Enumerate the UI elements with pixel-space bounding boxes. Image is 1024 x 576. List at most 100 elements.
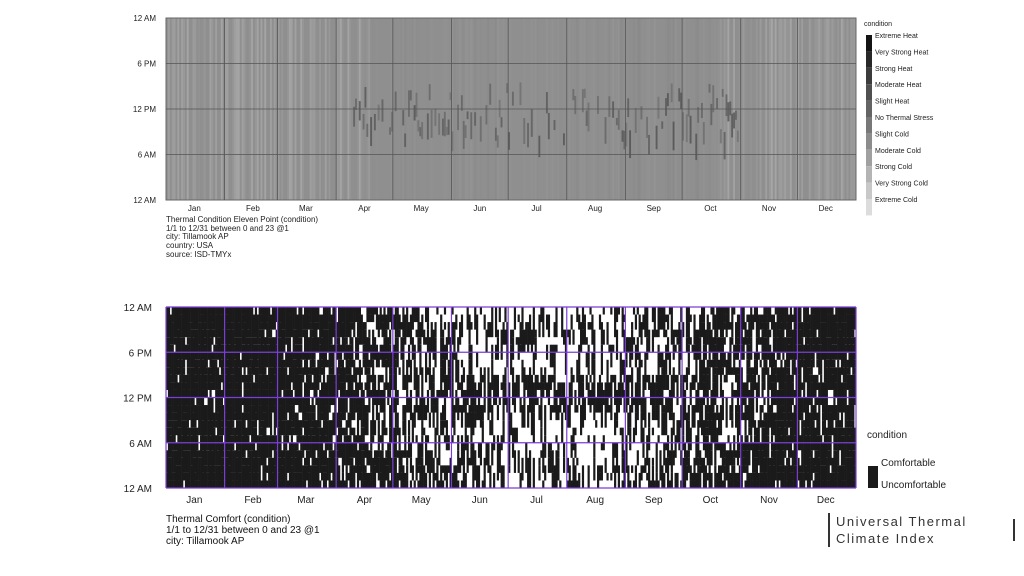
chart2-cell [307, 412, 310, 436]
chart2-cell [222, 344, 225, 368]
chart2-cell [262, 465, 265, 481]
chart2-cell [194, 382, 197, 398]
chart2-cell [247, 329, 250, 338]
chart2-cell [598, 465, 602, 473]
chart2-cell [205, 472, 208, 488]
chart2-cell [610, 374, 613, 398]
chart2-cell [173, 472, 176, 481]
chart2-cell [852, 442, 855, 451]
chart2-cell [767, 412, 770, 436]
chart2-cell [729, 480, 732, 488]
chart2-cell [723, 465, 726, 481]
chart2-cell [738, 344, 741, 353]
chart2-cell [343, 389, 346, 421]
chart2-cell [769, 307, 772, 323]
chart2-cell [587, 465, 590, 489]
chart2-cell [181, 337, 184, 360]
chart2-cell [228, 329, 231, 345]
chart2-cell [258, 457, 261, 488]
chart2-cell [460, 359, 464, 368]
chart2-cell [220, 420, 224, 428]
chart2-cell [298, 420, 301, 443]
chart2-cell [372, 457, 375, 488]
chart2-cell [309, 329, 312, 353]
chart2-cell [251, 337, 254, 360]
chart1-cell [615, 117, 618, 126]
chart2-cell [426, 367, 430, 375]
chart2-cell [290, 420, 293, 428]
chart2-cell [646, 435, 649, 443]
chart2-cell [496, 435, 500, 443]
chart2-cell [615, 329, 619, 360]
chart2-cell [814, 427, 817, 451]
chart2-cell [268, 457, 271, 481]
chart2-cell [460, 314, 464, 338]
chart2-cell [631, 352, 634, 360]
chart2-cell [338, 337, 341, 360]
chart2-cell [171, 412, 174, 421]
chart1-cell [364, 87, 367, 108]
chart2-cell [222, 450, 225, 458]
chart2-cell [285, 307, 288, 338]
chart2-cell [292, 480, 295, 488]
chart2-cell [360, 389, 363, 398]
chart2-cell [778, 367, 781, 390]
chart2-cell [220, 435, 224, 458]
chart2-cell [818, 344, 821, 353]
chart2-cell [504, 397, 507, 406]
chart2-cell [610, 472, 613, 481]
chart2-cell [343, 480, 346, 488]
chart2-cell [576, 307, 579, 323]
chart2-cell [750, 397, 753, 406]
chart2-cell [742, 337, 745, 360]
chart2-cell [298, 344, 301, 375]
chart2-cell [407, 322, 411, 338]
chart2-cell [500, 465, 503, 489]
chart2-cell [201, 389, 205, 421]
chart2-cell [224, 374, 227, 390]
chart2-cell [598, 472, 602, 481]
chart2-cell [332, 374, 335, 398]
chart2-cell [277, 457, 280, 473]
chart2-cell [389, 374, 392, 398]
chart2-cell [336, 412, 339, 428]
chart2-cell [838, 307, 842, 330]
chart1-legend-swatch [866, 182, 872, 199]
chart2-cell [377, 314, 380, 338]
chart2-cell [782, 307, 785, 338]
chart2-cell [468, 405, 471, 428]
chart2-cell [224, 442, 227, 458]
chart2-cell [268, 435, 271, 443]
chart2-cell [852, 405, 855, 421]
chart2-cell [718, 465, 721, 481]
chart2-cell [224, 307, 227, 315]
chart2-cell [731, 450, 734, 466]
chart2-cell [205, 450, 208, 466]
chart2-cell [804, 435, 808, 466]
chart2-cell [772, 465, 776, 489]
chart2-cell [196, 307, 199, 330]
chart2-cell [305, 442, 309, 451]
chart2-cell [173, 382, 176, 390]
chart2-cell [765, 412, 768, 443]
chart2-cell [445, 480, 448, 488]
chart2-cell [402, 405, 405, 421]
chart2-cell [687, 367, 690, 375]
chart1-cell [625, 122, 628, 147]
chart1-legend-swatch [866, 51, 872, 68]
chart2-cell [222, 367, 225, 398]
chart1-cell [485, 105, 488, 125]
chart2-cell [479, 442, 482, 466]
chart2-cell [714, 344, 717, 368]
chart2-cell [572, 427, 575, 451]
chart2-cell [838, 367, 842, 398]
chart2-cell [786, 457, 789, 466]
chart2-cell [319, 374, 322, 383]
chart2-cell [281, 420, 284, 436]
chart2-cell [725, 450, 728, 481]
chart2-cell [426, 450, 430, 473]
chart2-cell [725, 307, 728, 315]
chart2-cell [670, 412, 673, 421]
chart1-cell [735, 110, 737, 120]
chart2-cell [192, 367, 195, 390]
